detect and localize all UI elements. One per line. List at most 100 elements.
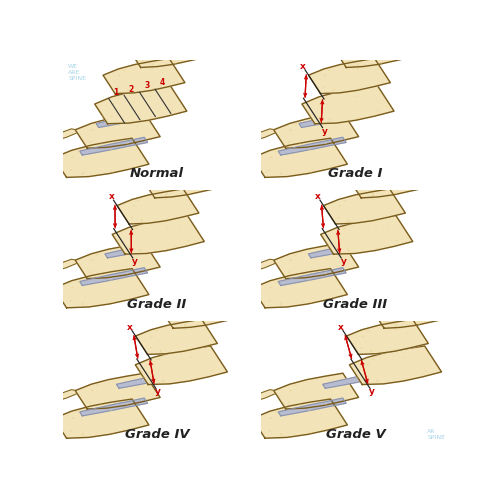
Ellipse shape (308, 149, 311, 150)
Ellipse shape (343, 200, 346, 202)
Ellipse shape (343, 228, 346, 230)
Ellipse shape (129, 234, 132, 235)
Ellipse shape (142, 60, 144, 62)
Ellipse shape (288, 271, 290, 273)
Ellipse shape (280, 302, 282, 306)
Text: Normal: Normal (130, 168, 184, 180)
Ellipse shape (424, 370, 427, 372)
Ellipse shape (348, 50, 352, 51)
Ellipse shape (176, 311, 178, 312)
Ellipse shape (374, 226, 378, 228)
Text: 2: 2 (129, 84, 134, 94)
Ellipse shape (136, 257, 138, 258)
Ellipse shape (190, 356, 192, 358)
Ellipse shape (418, 323, 420, 324)
Ellipse shape (96, 124, 99, 125)
Text: Grade III: Grade III (324, 298, 388, 311)
Ellipse shape (187, 240, 190, 241)
Polygon shape (136, 320, 218, 354)
Ellipse shape (324, 142, 327, 144)
Ellipse shape (136, 200, 140, 202)
Text: x: x (315, 192, 320, 201)
Text: Grade I: Grade I (328, 168, 382, 180)
Ellipse shape (100, 404, 102, 407)
Text: WE
ARE
SPINE: WE ARE SPINE (68, 64, 86, 81)
Polygon shape (144, 166, 218, 198)
Ellipse shape (332, 89, 334, 92)
Polygon shape (299, 110, 367, 128)
Ellipse shape (151, 68, 154, 70)
Polygon shape (75, 112, 160, 148)
Ellipse shape (82, 172, 84, 175)
Polygon shape (94, 85, 187, 124)
Ellipse shape (141, 219, 143, 222)
Polygon shape (80, 398, 148, 416)
Ellipse shape (294, 384, 298, 386)
Polygon shape (323, 370, 390, 388)
Polygon shape (278, 398, 346, 416)
Ellipse shape (166, 194, 168, 196)
Ellipse shape (110, 432, 114, 434)
Ellipse shape (386, 311, 390, 312)
Ellipse shape (356, 376, 358, 378)
Text: Grade V: Grade V (326, 428, 386, 442)
Ellipse shape (372, 198, 374, 200)
Ellipse shape (174, 322, 177, 323)
Ellipse shape (370, 350, 372, 352)
Ellipse shape (82, 302, 84, 306)
Text: y: y (155, 388, 161, 396)
Ellipse shape (110, 410, 112, 411)
Ellipse shape (335, 387, 337, 388)
Ellipse shape (270, 156, 272, 158)
Ellipse shape (348, 219, 350, 222)
Ellipse shape (309, 302, 312, 303)
Ellipse shape (378, 44, 382, 45)
Text: x: x (127, 322, 132, 332)
Ellipse shape (396, 240, 398, 241)
Ellipse shape (360, 347, 362, 349)
Polygon shape (45, 129, 77, 142)
Ellipse shape (77, 281, 80, 282)
Polygon shape (105, 240, 173, 258)
Ellipse shape (161, 100, 163, 101)
Ellipse shape (178, 230, 180, 232)
Ellipse shape (120, 246, 121, 247)
Ellipse shape (338, 205, 342, 206)
Ellipse shape (194, 333, 196, 334)
Polygon shape (75, 243, 160, 278)
Ellipse shape (335, 257, 337, 258)
Ellipse shape (275, 150, 278, 152)
Ellipse shape (416, 304, 420, 306)
Ellipse shape (155, 330, 158, 332)
Polygon shape (278, 268, 346, 285)
Ellipse shape (275, 412, 278, 413)
Ellipse shape (140, 249, 141, 252)
Ellipse shape (268, 170, 271, 171)
Text: y: y (132, 257, 138, 266)
Ellipse shape (357, 63, 359, 66)
Text: y: y (322, 126, 328, 136)
Ellipse shape (150, 118, 152, 119)
Polygon shape (252, 138, 348, 177)
Ellipse shape (72, 418, 74, 419)
Polygon shape (308, 240, 376, 258)
Polygon shape (252, 399, 348, 438)
Ellipse shape (288, 402, 290, 404)
Ellipse shape (362, 336, 364, 337)
Polygon shape (346, 320, 428, 354)
Ellipse shape (158, 358, 161, 360)
Ellipse shape (288, 141, 290, 142)
Polygon shape (230, 157, 254, 169)
Ellipse shape (280, 172, 282, 175)
Ellipse shape (298, 274, 300, 276)
Ellipse shape (394, 329, 397, 330)
Text: 3: 3 (144, 82, 150, 90)
Ellipse shape (152, 63, 154, 66)
Ellipse shape (198, 178, 199, 179)
Polygon shape (112, 216, 204, 254)
Ellipse shape (132, 205, 135, 206)
Ellipse shape (394, 192, 397, 194)
Polygon shape (75, 373, 160, 409)
Polygon shape (244, 260, 276, 272)
Text: 4: 4 (160, 78, 165, 88)
